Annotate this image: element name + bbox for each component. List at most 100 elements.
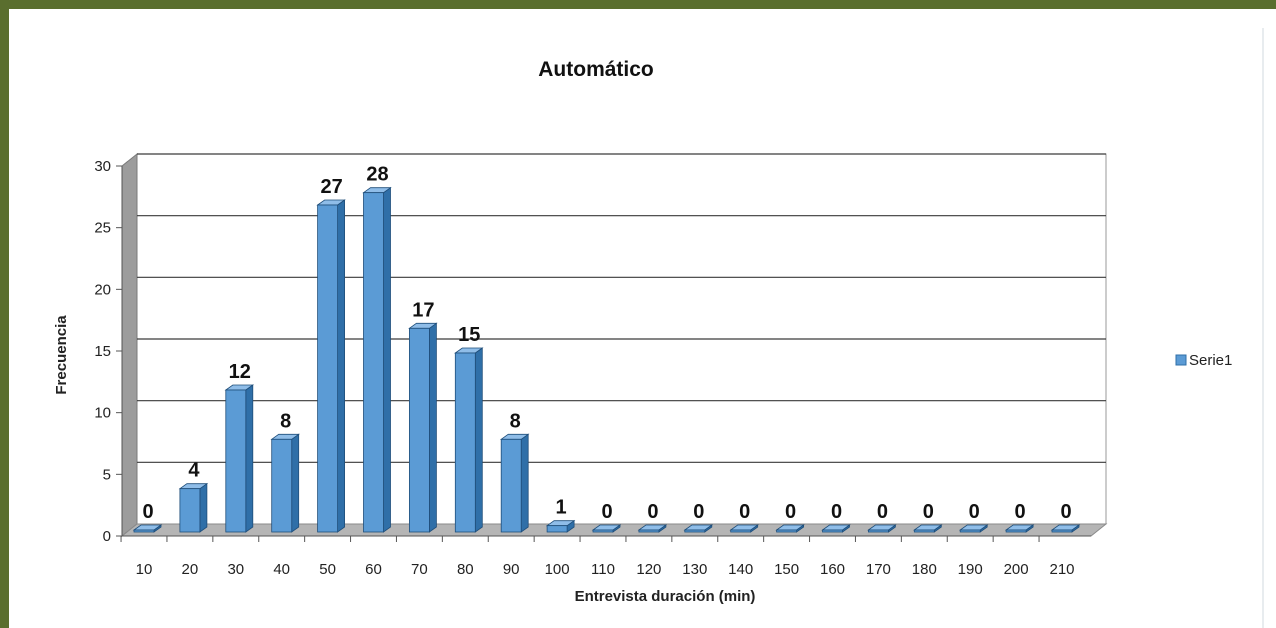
bar-front	[408, 327, 430, 533]
bar	[132, 524, 163, 533]
bar-front	[959, 529, 981, 533]
x-tick-label: 10	[136, 561, 153, 578]
bar	[362, 186, 392, 533]
bar	[913, 524, 943, 533]
bar	[591, 524, 622, 533]
data-label: 0	[785, 501, 796, 523]
x-tick-label: 100	[545, 561, 570, 578]
bar-front	[822, 529, 843, 533]
x-tick-label: 20	[182, 561, 199, 578]
legend: Serie1	[1175, 352, 1232, 369]
bar-side	[428, 322, 437, 533]
bar-front	[1051, 529, 1073, 533]
bar-front	[225, 389, 247, 533]
data-label: 0	[647, 501, 658, 523]
data-label: 0	[142, 501, 153, 523]
data-label: 1	[556, 497, 567, 519]
x-tick-label: 210	[1049, 561, 1074, 578]
x-tick-label: 60	[365, 561, 382, 578]
x-tick-label: 140	[728, 561, 753, 578]
data-label: 0	[831, 501, 842, 523]
bar	[408, 322, 438, 533]
bar-front	[684, 529, 706, 533]
legend-entry: Serie1	[1189, 352, 1232, 369]
x-tick-label: 180	[912, 561, 937, 578]
data-label: 12	[229, 361, 251, 383]
bar-front	[133, 529, 155, 533]
x-tick-label: 70	[411, 561, 428, 578]
bar-front	[454, 352, 476, 533]
bar-front	[638, 529, 660, 533]
data-label: 0	[739, 501, 750, 523]
bar-front	[317, 204, 339, 533]
bar-side	[199, 482, 208, 533]
bar-front	[913, 529, 935, 533]
bar-side	[474, 347, 483, 533]
bar	[454, 347, 484, 533]
bar	[683, 524, 714, 533]
bar	[821, 524, 851, 533]
y-axis-ticks: 0 5 10 15 20 25 30	[94, 158, 123, 545]
bar-side	[520, 433, 529, 533]
bar-front	[776, 529, 797, 533]
bar	[545, 519, 576, 533]
bar	[178, 482, 209, 533]
bar	[224, 384, 255, 533]
x-tick-label: 130	[682, 561, 707, 578]
data-label: 15	[458, 324, 480, 346]
bar	[637, 524, 668, 533]
x-tick-label: 30	[227, 561, 244, 578]
y-tick-label: 20	[94, 281, 111, 298]
bar	[270, 433, 300, 533]
bar-front	[1005, 529, 1027, 533]
data-label: 0	[1015, 501, 1026, 523]
bar	[867, 524, 897, 533]
bar	[958, 524, 989, 533]
data-label: 28	[366, 164, 388, 186]
frame-inner-edge	[1262, 28, 1264, 628]
bar	[1050, 524, 1081, 533]
bar	[1004, 524, 1035, 533]
x-tick-label: 50	[319, 561, 336, 578]
bar	[316, 199, 346, 533]
y-tick-label: 30	[94, 158, 111, 175]
data-label: 0	[693, 501, 704, 523]
y-axis-label: Frecuencia	[53, 315, 70, 395]
data-label: 0	[877, 501, 888, 523]
data-label: 0	[601, 501, 612, 523]
y-tick-label: 25	[94, 220, 111, 237]
bar-front	[179, 488, 201, 533]
chart-title: Automático	[538, 58, 654, 81]
bar-front	[546, 525, 568, 533]
bar-front	[730, 529, 752, 533]
bar-front	[363, 192, 384, 533]
bar-side	[291, 433, 300, 533]
bar	[775, 524, 805, 533]
x-tick-label: 80	[457, 561, 474, 578]
x-tick-label: 200	[1004, 561, 1029, 578]
bar	[499, 433, 530, 533]
bar-front	[868, 529, 889, 533]
x-tick-label: 120	[636, 561, 661, 578]
side-wall	[121, 152, 138, 538]
data-label: 0	[969, 501, 980, 523]
x-tick-label: 170	[866, 561, 891, 578]
data-label: 0	[923, 501, 934, 523]
bar-front	[271, 438, 293, 533]
bar-side	[245, 384, 254, 533]
legend-swatch	[1175, 354, 1187, 366]
bar	[729, 524, 759, 533]
x-axis-label: Entrevista duración (min)	[575, 588, 756, 605]
y-tick-label: 15	[94, 343, 111, 360]
x-tick-label: 40	[273, 561, 290, 578]
bars: 0 4 12 8 27 28 17 15 8 1 0 0 0 0 0 0 0 0 0 0 0	[132, 164, 1081, 533]
data-label: 4	[188, 460, 200, 482]
x-tick-label: 90	[503, 561, 520, 578]
bar-front	[592, 529, 614, 533]
data-label: 17	[412, 299, 434, 321]
bar-front	[500, 438, 522, 533]
x-tick-label: 150	[774, 561, 799, 578]
data-label: 0	[1060, 501, 1071, 523]
bar-side	[337, 199, 346, 533]
